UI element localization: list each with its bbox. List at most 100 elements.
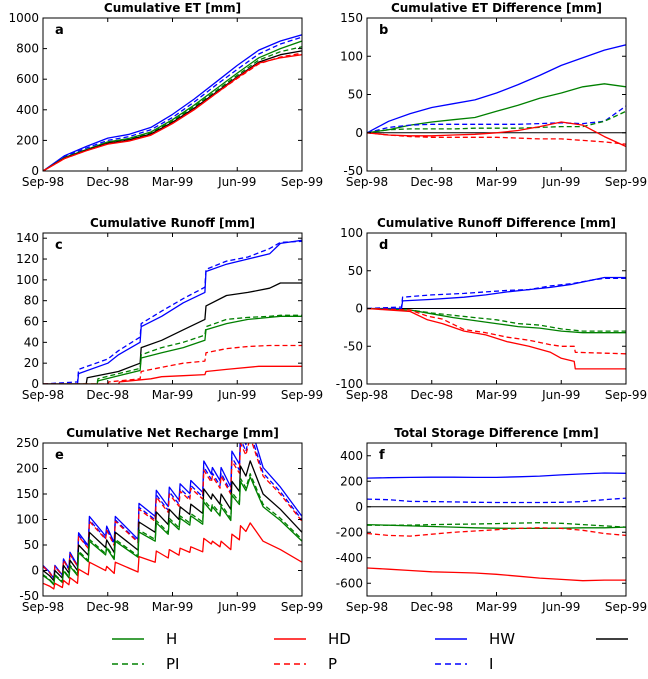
x-tick-label: Jun-99 [217, 175, 256, 189]
series-line-hw [43, 239, 302, 384]
x-tick-label: Mar-99 [476, 388, 517, 402]
y-tick-label: 50 [348, 88, 363, 102]
legend-label-pi: PI [166, 655, 179, 673]
series-line-h [43, 476, 302, 586]
panel-letter: a [55, 23, 64, 38]
y-tick-label: 800 [16, 42, 39, 56]
series-line-hw [367, 276, 626, 310]
x-tick-label: Jun-99 [217, 600, 256, 614]
x-tick-label: Jun-99 [217, 388, 256, 402]
y-tick-label: 200 [16, 462, 39, 476]
panel-title: Total Storage Difference [mm] [394, 426, 598, 440]
y-tick-label: 400 [16, 103, 39, 117]
y-tick-label: 100 [340, 226, 363, 240]
x-tick-label: Mar-99 [152, 175, 193, 189]
series-group [367, 472, 626, 582]
series-line-p [367, 132, 626, 145]
y-tick-label: 200 [16, 133, 39, 147]
legend-label-hw: HW [489, 630, 515, 648]
plot-frame [366, 442, 627, 597]
series-line-p [43, 344, 302, 384]
y-tick-label: 40 [24, 335, 39, 349]
x-tick-label: Sep-99 [281, 388, 323, 402]
x-tick-label: Sep-98 [346, 600, 388, 614]
panel-a: Cumulative ET [mm] Sep-98 Dec-98 Mar-99 Jun-… [8, 1, 323, 189]
legend-label-hd: HD [328, 630, 351, 648]
series-group [43, 239, 302, 384]
y-tick-label: 1000 [8, 11, 39, 25]
series-line-hw [367, 44, 626, 134]
panel-title: Cumulative Runoff Difference [mm] [377, 216, 616, 230]
series-line-pi [43, 473, 302, 585]
series-line-hw [43, 34, 302, 171]
y-tick-label: 80 [24, 294, 39, 308]
legend-label-i: I [489, 655, 493, 673]
panel-e: Cumulative Net Recharge [mm] Sep-98 Dec-98… [16, 426, 323, 614]
y-tick-label: 150 [340, 11, 363, 25]
series-line-pi [367, 522, 626, 528]
y-tick-label: 100 [16, 513, 39, 527]
y-tick-label: -400 [336, 551, 363, 565]
x-tick-label: Dec-98 [86, 175, 129, 189]
x-tick-label: Mar-99 [476, 600, 517, 614]
y-tick-label: 100 [16, 273, 39, 287]
panel-c: Cumulative Runoff [mm] Sep-98 Dec-98 Mar-99… [16, 216, 323, 402]
y-tick-label: 20 [24, 356, 39, 370]
y-tick-label: 250 [16, 436, 39, 450]
panel-letter: e [55, 448, 64, 463]
y-tick-label: -100 [336, 377, 363, 391]
panel-d: Cumulative Runoff Difference [mm] Sep-98 D… [336, 216, 647, 402]
y-tick-label: 600 [16, 72, 39, 86]
series-group [43, 34, 302, 171]
x-tick-label: Sep-98 [346, 175, 388, 189]
y-tick-label: 50 [348, 264, 363, 278]
y-tick-label: 0 [31, 164, 39, 178]
y-tick-label: -200 [336, 525, 363, 539]
series-line-pi [43, 314, 302, 384]
y-tick-label: 50 [24, 538, 39, 552]
panel-f: Total Storage Difference [mm] Sep-98 Dec-9… [336, 426, 647, 614]
legend-label-p: P [328, 655, 337, 673]
y-tick-label: 200 [340, 474, 363, 488]
series-line-hd [367, 567, 626, 582]
y-tick-label: -50 [343, 339, 363, 353]
y-tick-label: 0 [355, 500, 363, 514]
y-tick-label: 0 [355, 126, 363, 140]
series-line-cntrl [43, 282, 302, 384]
y-tick-label: 0 [355, 302, 363, 316]
x-tick-label: Sep-98 [346, 388, 388, 402]
series-line-h [367, 307, 626, 334]
x-tick-label: Mar-99 [152, 600, 193, 614]
series-line-i [367, 105, 626, 134]
series-line-h [43, 315, 302, 384]
y-tick-label: 140 [16, 231, 39, 245]
series-group [43, 443, 302, 590]
panel-title: Cumulative Net Recharge [mm] [66, 426, 279, 440]
y-tick-label: -50 [343, 164, 363, 178]
x-tick-label: Dec-98 [410, 388, 453, 402]
series-line-hd [367, 307, 626, 370]
panel-title: Cumulative ET [mm] [104, 1, 241, 15]
x-tick-label: Jun-99 [541, 388, 580, 402]
legend-label-h: H [166, 630, 177, 648]
x-tick-label: Jun-99 [541, 175, 580, 189]
panel-b: Cumulative ET Difference [mm] Sep-98 Dec-9… [340, 1, 647, 189]
y-tick-label: 60 [24, 315, 39, 329]
panel-letter: c [55, 238, 63, 253]
y-tick-label: 120 [16, 252, 39, 266]
y-tick-label: 0 [31, 377, 39, 391]
series-group [367, 276, 626, 370]
series-line-hw [367, 472, 626, 479]
series-line-i [367, 497, 626, 504]
y-tick-label: 400 [340, 449, 363, 463]
series-line-pi [367, 110, 626, 134]
series-line-p [367, 527, 626, 537]
x-tick-label: Sep-99 [281, 175, 323, 189]
y-tick-label: 150 [16, 487, 39, 501]
x-tick-label: Dec-98 [410, 175, 453, 189]
x-tick-label: Dec-98 [86, 388, 129, 402]
series-line-p [43, 52, 302, 171]
series-line-i [43, 36, 302, 171]
series-line-p [367, 307, 626, 355]
x-tick-label: Sep-99 [605, 600, 647, 614]
